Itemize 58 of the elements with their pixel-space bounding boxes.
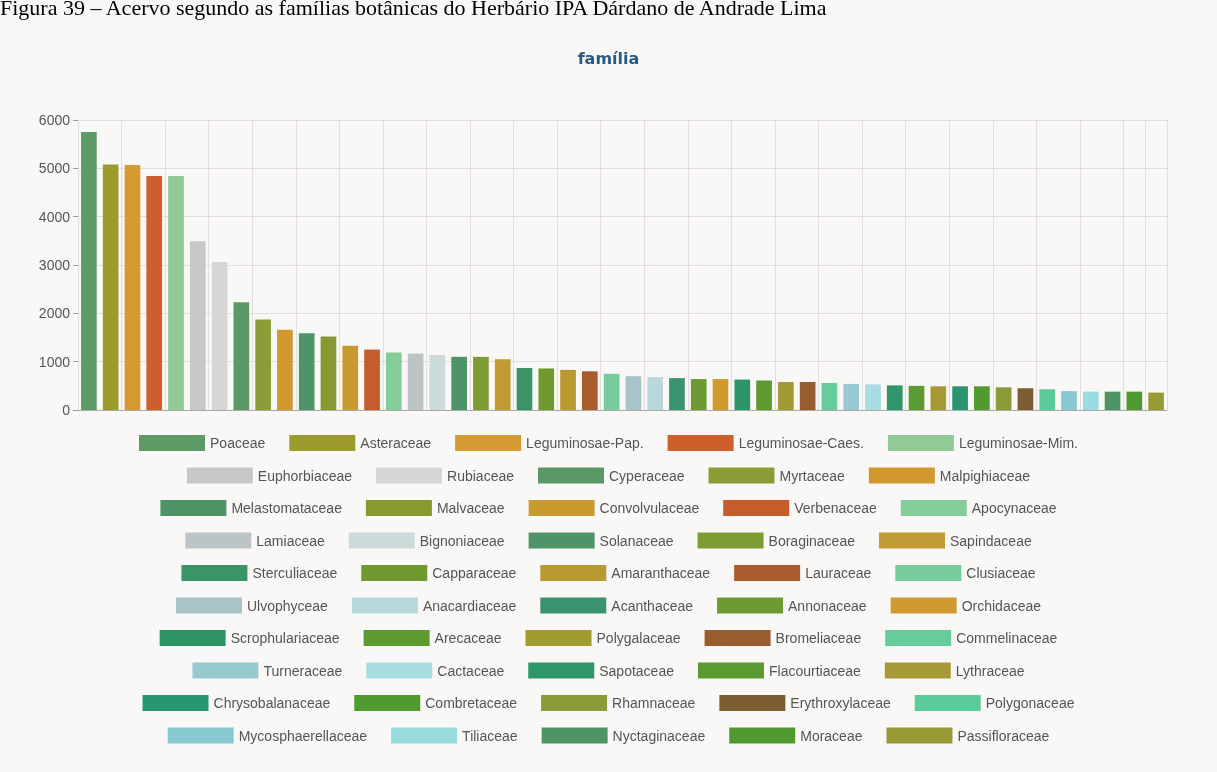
legend-label: Anacardiaceae: [422, 597, 517, 614]
legend-label: Combretaceae: [425, 695, 518, 711]
y-tick-label: 5000: [38, 160, 71, 177]
legend-label: Verbenaceae: [794, 500, 877, 516]
legend-label: Polygalaceae: [596, 630, 681, 646]
legend-label: Bromeliaceae: [775, 630, 862, 646]
y-tick-label: 4000: [38, 208, 71, 225]
legend-label: Sapotaceae: [599, 662, 675, 679]
legend-label: Cyperaceae: [609, 467, 685, 484]
y-tick-label: 1000: [38, 353, 71, 370]
y-tick-label: 2000: [38, 305, 71, 322]
legend-label: Chrysobalanaceae: [213, 695, 331, 711]
legend-label: Myrtaceae: [779, 467, 846, 484]
legend-label: Annonaceae: [788, 597, 867, 614]
legend-label: Erythroxylaceae: [790, 695, 891, 711]
legend-label: Commelinaceae: [956, 630, 1058, 646]
legend-label: Scrophulariaceae: [230, 630, 340, 646]
legend-label: Leguminosae-Caes.: [738, 435, 864, 451]
legend-label: Turneraceae: [263, 662, 343, 679]
legend-label: Solanaceae: [599, 532, 674, 549]
chart-title: família: [577, 48, 640, 68]
legend-label: Polygonaceae: [985, 695, 1075, 711]
legend-label: Clusiaceae: [966, 565, 1036, 581]
legend-label: Sterculiaceae: [252, 565, 338, 581]
legend-label: Apocynaceae: [971, 500, 1057, 516]
legend-label: Malpighiaceae: [939, 467, 1031, 484]
legend-label: Amaranthaceae: [611, 565, 711, 581]
legend-label: Tiliaceae: [462, 727, 518, 744]
legend-label: Bignoniaceae: [419, 532, 505, 549]
legend-label: Convolvulaceae: [599, 500, 700, 516]
legend-label: Melastomataceae: [231, 500, 343, 516]
legend-label: Passifloraceae: [957, 727, 1050, 744]
legend-label: Arecaceae: [434, 630, 502, 646]
y-tick-label: 0: [62, 402, 71, 418]
legend-label: Cactaceae: [437, 662, 505, 679]
legend-label: Mycosphaerellaceae: [238, 727, 368, 744]
legend-label: Asteraceae: [360, 435, 432, 451]
legend-label: Euphorbiaceae: [257, 467, 353, 484]
legend-label: Leguminosae-Pap.: [526, 435, 644, 451]
legend-label: Rubiaceae: [447, 467, 515, 484]
legend-label: Moraceae: [800, 727, 863, 744]
legend-label: Leguminosae-Mim.: [958, 435, 1078, 451]
legend-label: Capparaceae: [432, 565, 517, 581]
legend-label: Poaceae: [210, 435, 266, 451]
legend-label: Lamiaceae: [256, 532, 325, 549]
legend-label: Orchidaceae: [961, 597, 1042, 614]
legend-label: Rhamnaceae: [612, 695, 696, 711]
legend-label: Ulvophyceae: [246, 597, 329, 614]
y-tick-label: 6000: [38, 112, 71, 128]
legend-label: Lauraceae: [805, 565, 872, 581]
legend-label: Flacourtiaceae: [768, 662, 862, 679]
legend-label: Lythraceae: [955, 662, 1025, 679]
legend-label: Boraginaceae: [768, 532, 856, 549]
legend-label: Nyctaginaceae: [612, 727, 706, 744]
legend-label: Malvaceae: [436, 500, 505, 516]
legend-label: Sapindaceae: [949, 532, 1032, 549]
legend-label: Acanthaceae: [611, 597, 694, 614]
y-tick-label: 3000: [38, 257, 71, 273]
